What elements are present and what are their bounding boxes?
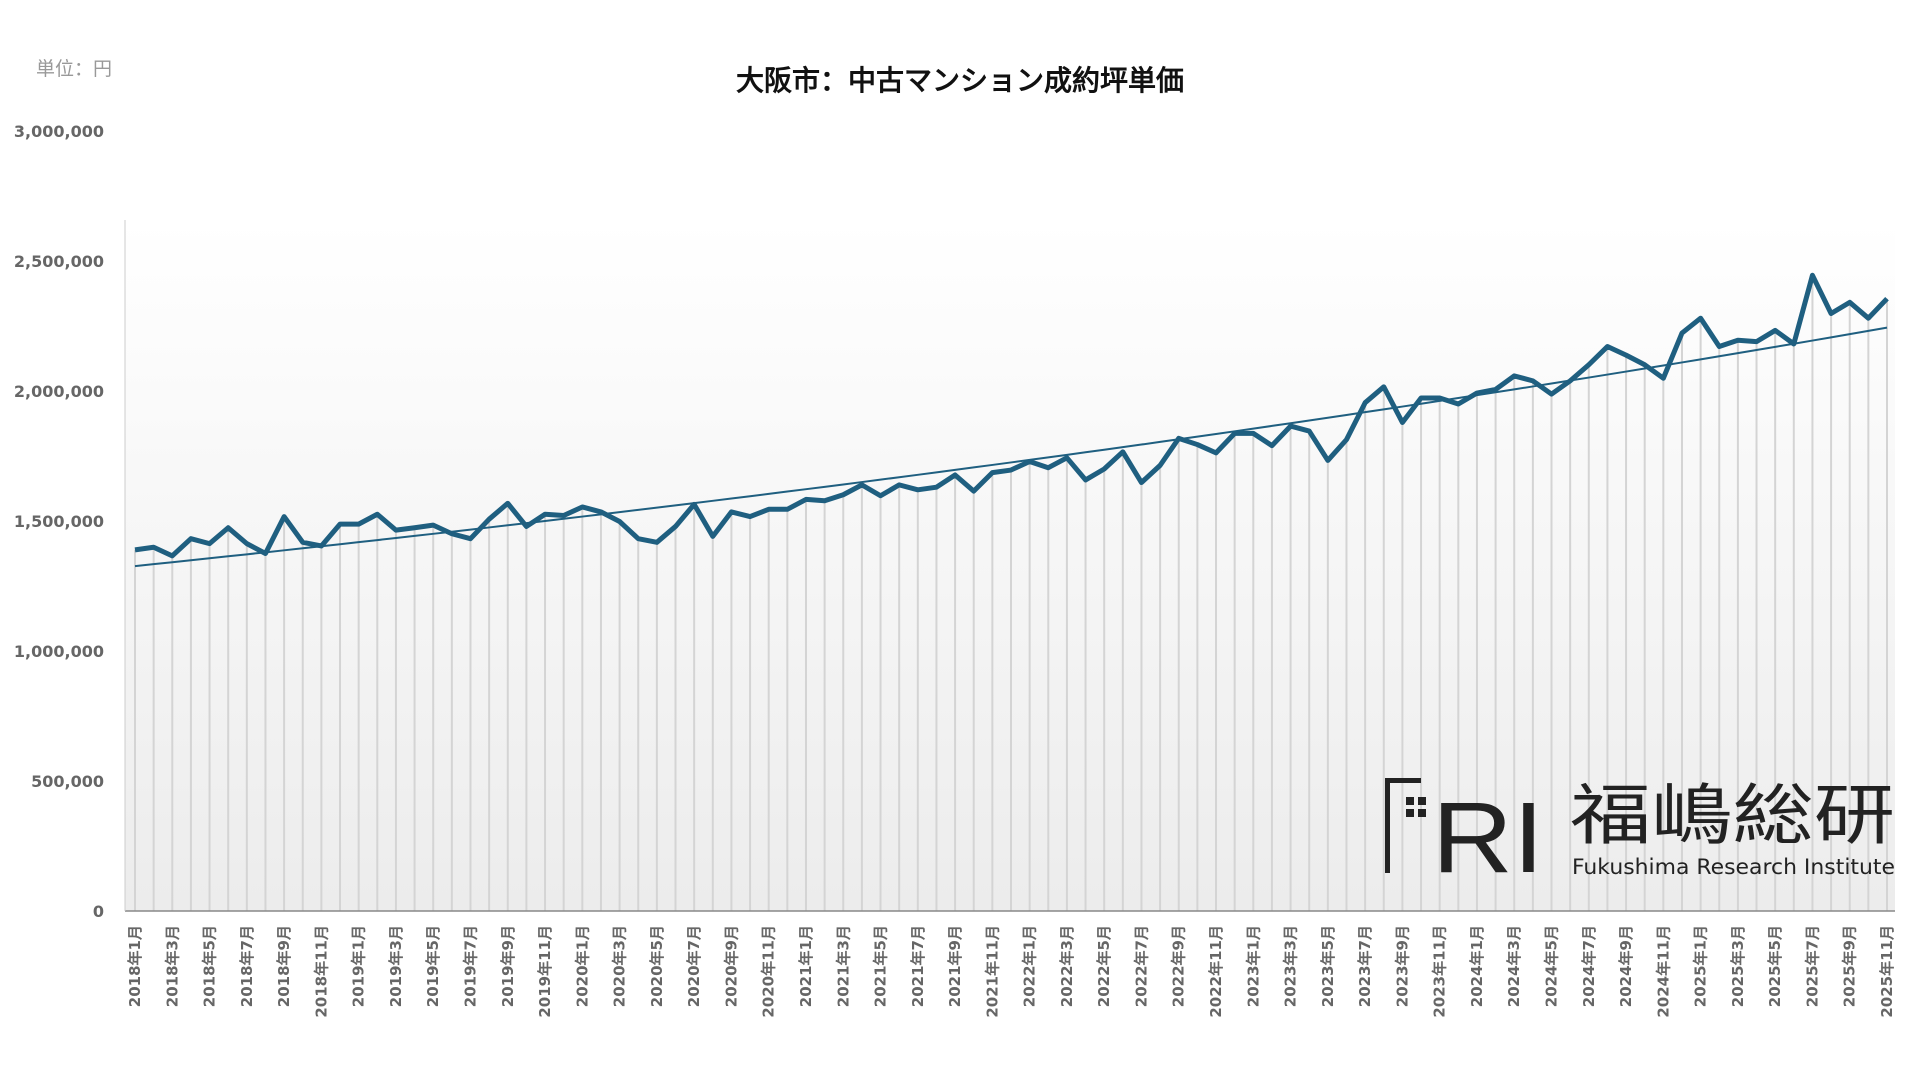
x-tick-label: 2022年3月 <box>1058 925 1076 1007</box>
x-tick-label: 2025年5月 <box>1766 925 1784 1007</box>
y-tick-label: 1,500,000 <box>14 512 104 531</box>
x-tick-label: 2024年9月 <box>1617 925 1635 1007</box>
x-tick-label: 2019年9月 <box>499 925 517 1007</box>
x-tick-label: 2023年3月 <box>1282 925 1300 1007</box>
x-tick-label: 2021年1月 <box>797 925 815 1007</box>
x-tick-label: 2022年11月 <box>1207 925 1225 1018</box>
x-tick-label: 2023年1月 <box>1244 925 1262 1007</box>
chart-title: 大阪市：中古マンション成約坪単価 <box>736 64 1184 97</box>
y-tick-label: 500,000 <box>31 772 104 791</box>
x-tick-label: 2023年11月 <box>1431 925 1449 1018</box>
x-tick-label: 2020年5月 <box>648 925 666 1007</box>
x-tick-label: 2022年5月 <box>1095 925 1113 1007</box>
x-tick-label: 2020年3月 <box>611 925 629 1007</box>
x-tick-label: 2021年3月 <box>834 925 852 1007</box>
data-points <box>134 275 1888 556</box>
x-tick-label: 2021年5月 <box>872 925 890 1007</box>
x-tick-label: 2022年9月 <box>1170 925 1188 1007</box>
x-tick-label: 2025年9月 <box>1841 925 1859 1007</box>
x-tick-label: 2022年1月 <box>1021 925 1039 1007</box>
fri-logo-icon: RI <box>1385 778 1544 894</box>
x-tick-label: 2019年1月 <box>350 925 368 1007</box>
x-tick-label: 2019年3月 <box>387 925 405 1007</box>
svg-text:RI: RI <box>1432 782 1544 894</box>
logo-watermark: RI 福嶋総研 Fukushima Research Institute <box>1385 777 1895 894</box>
x-tick-label: 2018年3月 <box>163 925 181 1007</box>
x-tick-label: 2021年9月 <box>946 925 964 1007</box>
x-tick-label: 2023年9月 <box>1393 925 1411 1007</box>
logo-name-en: Fukushima Research Institute <box>1572 855 1895 879</box>
unit-label: 単位：円 <box>36 58 112 80</box>
x-tick-label: 2025年3月 <box>1729 925 1747 1007</box>
y-tick-label: 1,000,000 <box>14 642 104 661</box>
x-tick-label: 2021年7月 <box>909 925 927 1007</box>
x-tick-label: 2019年11月 <box>536 925 554 1018</box>
x-tick-label: 2024年7月 <box>1580 925 1598 1007</box>
x-tick-label: 2024年11月 <box>1654 925 1672 1018</box>
y-tick-label: 2,500,000 <box>14 252 104 271</box>
y-axis: 0 500,000 1,000,000 1,500,000 2,000,000 2,500… <box>14 122 104 921</box>
x-tick-label: 2020年11月 <box>760 925 778 1018</box>
x-tick-label: 2018年1月 <box>126 925 144 1007</box>
x-tick-label: 2018年11月 <box>312 925 330 1018</box>
x-tick-label: 2022年7月 <box>1132 925 1150 1007</box>
x-tick-label: 2021年11月 <box>983 925 1001 1018</box>
x-tick-label: 2019年7月 <box>461 925 479 1007</box>
x-tick-label: 2025年1月 <box>1692 925 1710 1007</box>
x-tick-label: 2023年5月 <box>1319 925 1337 1007</box>
x-tick-label: 2020年9月 <box>722 925 740 1007</box>
x-tick-label: 2018年9月 <box>275 925 293 1007</box>
y-tick-label: 2,000,000 <box>14 382 104 401</box>
x-tick-label: 2025年11月 <box>1878 925 1896 1018</box>
x-tick-label: 2019年5月 <box>424 925 442 1007</box>
x-tick-label: 2020年1月 <box>573 925 591 1007</box>
y-tick-label: 3,000,000 <box>14 122 104 141</box>
x-tick-label: 2018年5月 <box>201 925 219 1007</box>
x-tick-label: 2024年5月 <box>1543 925 1561 1007</box>
x-axis: 2018年1月 2018年3月 2018年5月 2018年7月 2018年9月 2018年… <box>126 925 1896 1018</box>
logo-name-jp: 福嶋総研 <box>1570 777 1895 854</box>
trendline <box>134 326 1888 568</box>
drop-lines <box>134 275 1888 911</box>
y-tick-label: 0 <box>93 902 104 921</box>
x-tick-label: 2023年7月 <box>1356 925 1374 1007</box>
x-tick-label: 2024年3月 <box>1505 925 1523 1007</box>
x-tick-label: 2025年7月 <box>1803 925 1821 1007</box>
x-tick-label: 2020年7月 <box>685 925 703 1007</box>
x-tick-label: 2024年1月 <box>1468 925 1486 1007</box>
x-tick-label: 2018年7月 <box>238 925 256 1007</box>
